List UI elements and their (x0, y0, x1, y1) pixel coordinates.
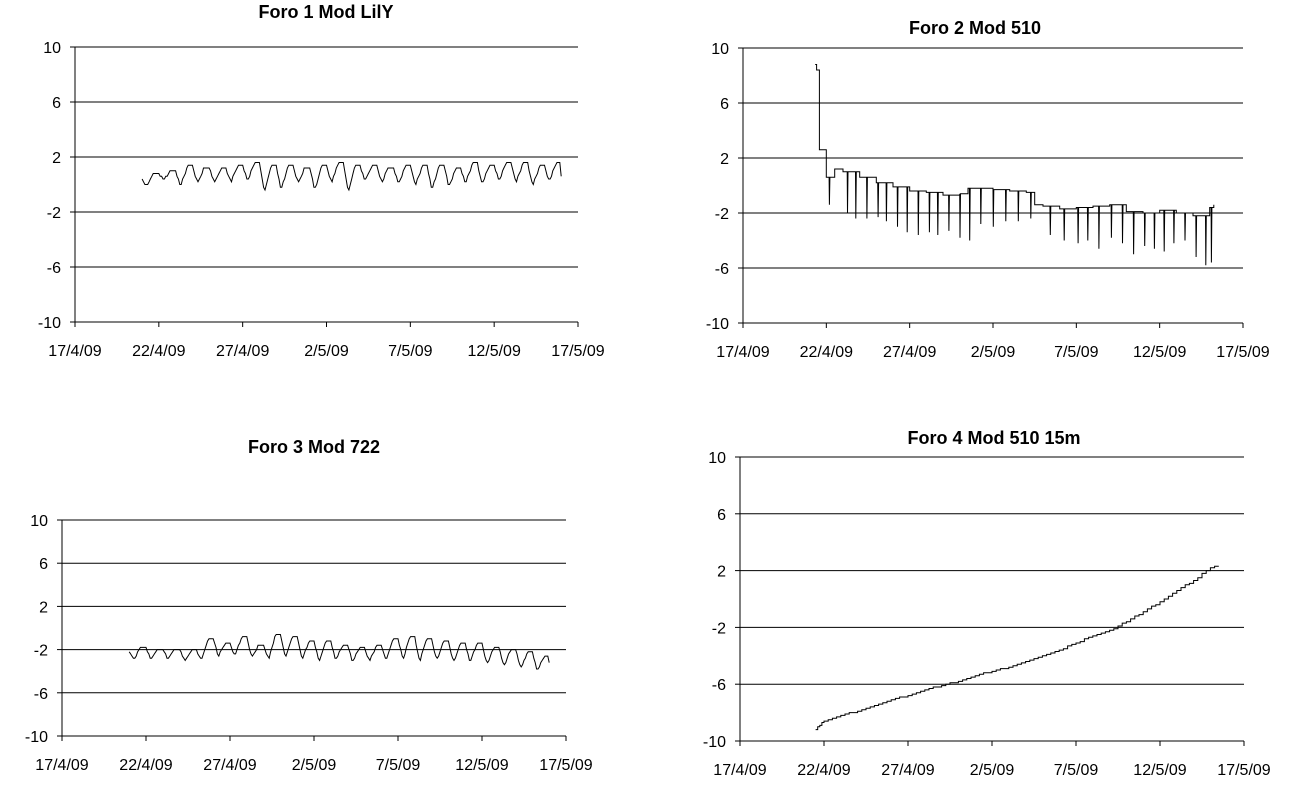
chart-foro-3: Foro 3 Mod 722 10 6 2 -2 -6 -10 17/4/09 22/4/0… (25, 437, 593, 774)
x-tick-label: 22/4/09 (800, 344, 853, 361)
y-tick-label: -6 (715, 261, 729, 278)
y-tick-label: 2 (52, 150, 61, 167)
y-tick-label: 2 (39, 599, 48, 616)
series (815, 64, 1215, 266)
y-tick-label: -6 (712, 677, 726, 694)
series-line (128, 634, 550, 670)
x-tick-label: 7/5/09 (388, 343, 433, 360)
y-tick-label: -2 (34, 643, 48, 660)
x-tick-label: 12/5/09 (1133, 762, 1186, 779)
x-tick-label: 17/4/09 (48, 343, 101, 360)
y-tick-label: 2 (717, 564, 726, 581)
gridlines (75, 46, 578, 268)
axes (70, 46, 579, 327)
y-tick-label: -6 (34, 686, 48, 703)
x-tick-label: 17/4/09 (35, 757, 88, 774)
x-tick-label: 12/5/09 (467, 343, 520, 360)
x-tick-label: 2/5/09 (292, 757, 337, 774)
x-tick-label: 7/5/09 (1054, 762, 1099, 779)
x-tick-label: 12/5/09 (1133, 344, 1186, 361)
series-line (815, 64, 1215, 266)
x-tick-label: 27/4/09 (883, 344, 936, 361)
x-tick-label: 22/4/09 (797, 762, 850, 779)
y-tick-label: 10 (708, 450, 726, 467)
chart-title: Foro 3 Mod 722 (248, 437, 380, 457)
y-tick-label: 10 (30, 513, 48, 530)
x-tick-labels: 17/4/09 22/4/09 27/4/09 2/5/09 7/5/09 12/5/09… (35, 757, 592, 774)
y-tick-label: 6 (720, 96, 729, 113)
y-tick-label: 6 (717, 507, 726, 524)
y-tick-label: 6 (39, 556, 48, 573)
x-tick-label: 22/4/09 (132, 343, 185, 360)
chart-foro-1: Foro 1 Mod LilY 10 6 2 -2 -6 -10 17/4/09 22/4/… (38, 2, 605, 360)
series (815, 565, 1219, 731)
y-tick-labels: 10 6 2 -2 -6 -10 (703, 450, 726, 751)
x-tick-label: 17/5/09 (539, 757, 592, 774)
x-tick-label: 27/4/09 (881, 762, 934, 779)
x-tick-label: 2/5/09 (971, 344, 1016, 361)
y-tick-label: -10 (706, 316, 729, 333)
x-tick-label: 17/5/09 (1217, 762, 1270, 779)
x-tick-label: 7/5/09 (1054, 344, 1099, 361)
chart-foro-2: Foro 2 Mod 510 10 6 2 -2 -6 -10 17/4/09 22/4/0… (706, 18, 1270, 361)
chart-title: Foro 2 Mod 510 (909, 18, 1041, 38)
y-tick-labels: 10 6 2 -2 -6 -10 (38, 40, 61, 332)
x-tick-label: 27/4/09 (216, 343, 269, 360)
y-tick-label: -6 (47, 260, 61, 277)
chart-title: Foro 1 Mod LilY (259, 2, 394, 22)
x-tick-label: 12/5/09 (455, 757, 508, 774)
series (128, 634, 550, 670)
gridlines (62, 519, 566, 694)
series (141, 162, 562, 192)
axes (57, 519, 567, 741)
chart-title: Foro 4 Mod 510 15m (907, 428, 1080, 448)
x-tick-label: 2/5/09 (304, 343, 349, 360)
x-tick-label: 17/5/09 (551, 343, 604, 360)
x-tick-labels: 17/4/09 22/4/09 27/4/09 2/5/09 7/5/09 12/5/09… (716, 344, 1269, 361)
y-tick-labels: 10 6 2 -2 -6 -10 (706, 41, 729, 333)
y-tick-label: 6 (52, 95, 61, 112)
y-tick-label: -10 (25, 729, 48, 746)
series-line (815, 565, 1219, 731)
x-tick-label: 22/4/09 (119, 757, 172, 774)
axes (735, 456, 1245, 746)
y-tick-label: -10 (703, 734, 726, 751)
y-tick-label: -10 (38, 315, 61, 332)
x-tick-labels: 17/4/09 22/4/09 27/4/09 2/5/09 7/5/09 12/5/09… (48, 343, 604, 360)
x-tick-label: 2/5/09 (970, 762, 1015, 779)
y-tick-label: -2 (712, 620, 726, 637)
y-tick-label: -2 (47, 205, 61, 222)
gridlines (740, 456, 1244, 685)
chart-foro-4: Foro 4 Mod 510 15m 10 6 2 -2 -6 -10 17/4/09 22… (703, 428, 1271, 779)
x-tick-label: 27/4/09 (203, 757, 256, 774)
y-tick-label: 10 (43, 40, 61, 57)
y-tick-label: 2 (720, 151, 729, 168)
series-line (141, 162, 562, 192)
axes (738, 47, 1244, 328)
x-tick-label: 17/4/09 (716, 344, 769, 361)
x-tick-label: 17/5/09 (1216, 344, 1269, 361)
x-tick-labels: 17/4/09 22/4/09 27/4/09 2/5/09 7/5/09 12/5/09… (713, 762, 1270, 779)
y-tick-label: -2 (715, 206, 729, 223)
y-tick-labels: 10 6 2 -2 -6 -10 (25, 513, 48, 746)
gridlines (743, 47, 1243, 269)
y-tick-label: 10 (711, 41, 729, 58)
x-tick-label: 17/4/09 (713, 762, 766, 779)
x-tick-label: 7/5/09 (376, 757, 421, 774)
